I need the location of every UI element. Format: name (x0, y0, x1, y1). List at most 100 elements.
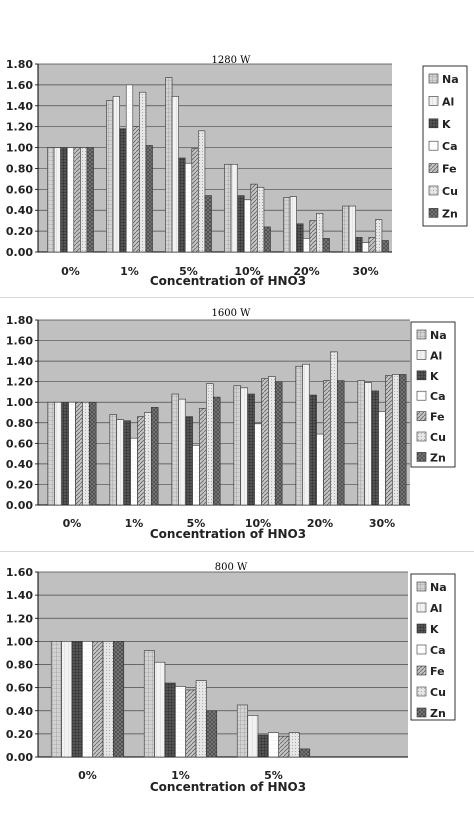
bar-al (230, 163, 238, 253)
x-tick-label: 5% (264, 769, 283, 782)
bar-k (178, 157, 186, 253)
x-tick-label: 1% (125, 517, 144, 530)
y-tick-label: 1.00 (6, 635, 33, 648)
bar-zn (204, 195, 212, 253)
x-tick-label: 10% (234, 265, 260, 278)
bar-cu (257, 186, 265, 253)
legend-label-ca: Ca (442, 140, 458, 153)
legend-swatch-zn (428, 208, 439, 218)
bar-cu (195, 680, 207, 758)
legend-swatch-ca (428, 140, 439, 151)
bar-cu (102, 641, 114, 758)
x-tick-label: 1% (171, 769, 190, 782)
bar-k (119, 128, 127, 253)
legend: Na Al K Ca Fe Cu Zn (422, 65, 468, 227)
y-tick-label: 0.80 (6, 659, 33, 672)
y-tick-label: 0.60 (6, 682, 33, 695)
x-tick-label: 10% (245, 517, 271, 530)
bar-al (53, 147, 61, 253)
legend-label-ca: Ca (430, 644, 446, 657)
y-tick-label: 1.20 (6, 121, 33, 134)
bar-k (237, 195, 245, 253)
bar-zn (145, 145, 153, 253)
plot-area (38, 64, 392, 252)
bar-zn (263, 226, 271, 253)
x-tick-label: 5% (179, 265, 198, 278)
x-tick-label: 30% (369, 517, 395, 530)
y-tick-label: 1.60 (6, 566, 33, 579)
bar-na (233, 385, 242, 506)
legend-label-al: Al (442, 95, 454, 108)
y-tick-label: 0.00 (6, 246, 33, 259)
bar-fe (137, 416, 145, 506)
y-tick-label: 0.00 (6, 499, 33, 512)
y-tick-label: 1.40 (6, 355, 33, 368)
y-tick-label: 1.80 (6, 58, 33, 71)
bar-k (164, 682, 176, 758)
bar-na (295, 365, 304, 506)
bar-cu (139, 91, 147, 253)
bar-na (283, 197, 291, 253)
legend-swatch-cu (416, 686, 427, 697)
bar-k (371, 390, 379, 506)
bar-al (178, 398, 186, 506)
bar-na (171, 393, 180, 506)
bar-k (247, 393, 255, 506)
legend: Na Al K Ca Fe Cu Zn (410, 573, 456, 721)
bar-ca (361, 242, 370, 253)
legend-label-fe: Fe (430, 411, 445, 424)
x-tick-label: 5% (187, 517, 206, 530)
legend-label-k: K (430, 370, 439, 383)
legend-swatch-fe (416, 665, 427, 676)
y-tick-label: 0.60 (6, 437, 33, 450)
bar-al (112, 96, 120, 253)
bar-ca (302, 238, 311, 253)
legend-label-k: K (442, 118, 451, 131)
bar-cu (206, 383, 214, 506)
x-axis-label: Concentration of HNO3 (150, 780, 306, 794)
bar-zn (299, 748, 311, 758)
bar-na (236, 704, 248, 758)
bar-cu (198, 130, 206, 253)
bar-ca (125, 84, 134, 253)
y-tick-label: 0.20 (6, 478, 33, 491)
x-axis-label: Concentration of HNO3 (150, 274, 306, 288)
plot-area (38, 320, 410, 505)
bar-na (47, 147, 55, 253)
x-tick-label: 30% (352, 265, 378, 278)
legend-swatch-k (416, 623, 427, 634)
chart-panel: 0.00 0.20 0.40 0.60 0.80 1.00 1.20 1.40 1.60 0% 1%… (6, 562, 456, 794)
bar-al (54, 401, 62, 506)
x-tick-label: 1% (120, 265, 139, 278)
legend-label-fe: Fe (430, 665, 445, 678)
legend-swatch-na (416, 581, 427, 592)
bar-ca (184, 162, 193, 253)
bar-fe (250, 183, 258, 253)
bar-k (123, 420, 131, 506)
x-tick-label: 20% (307, 517, 333, 530)
y-tick-label: 1.00 (6, 396, 33, 409)
bar-ca (316, 433, 324, 506)
x-tick-label: 0% (78, 769, 97, 782)
y-tick-label: 0.80 (6, 162, 33, 175)
x-tick-label: 0% (61, 265, 80, 278)
bar-cu (330, 351, 338, 506)
x-tick-label: 20% (293, 265, 319, 278)
y-tick-label: 1.40 (6, 100, 33, 113)
bar-ca (268, 732, 279, 758)
bar-al (247, 715, 259, 758)
y-tick-label: 1.00 (6, 142, 33, 155)
legend-label-cu: Cu (442, 185, 458, 198)
legend-label-cu: Cu (430, 431, 446, 444)
legend-swatch-al (416, 602, 427, 613)
bar-k (71, 641, 83, 758)
legend-swatch-cu (428, 185, 439, 196)
y-tick-label: 0.80 (6, 417, 33, 430)
bar-ca (192, 445, 200, 506)
legend-swatch-k (428, 118, 439, 129)
x-axis-label: Concentration of HNO3 (150, 527, 306, 541)
bar-fe (191, 148, 199, 253)
bar-fe (73, 147, 81, 253)
legend-label-zn: Zn (430, 451, 446, 464)
bar-al (348, 205, 356, 253)
